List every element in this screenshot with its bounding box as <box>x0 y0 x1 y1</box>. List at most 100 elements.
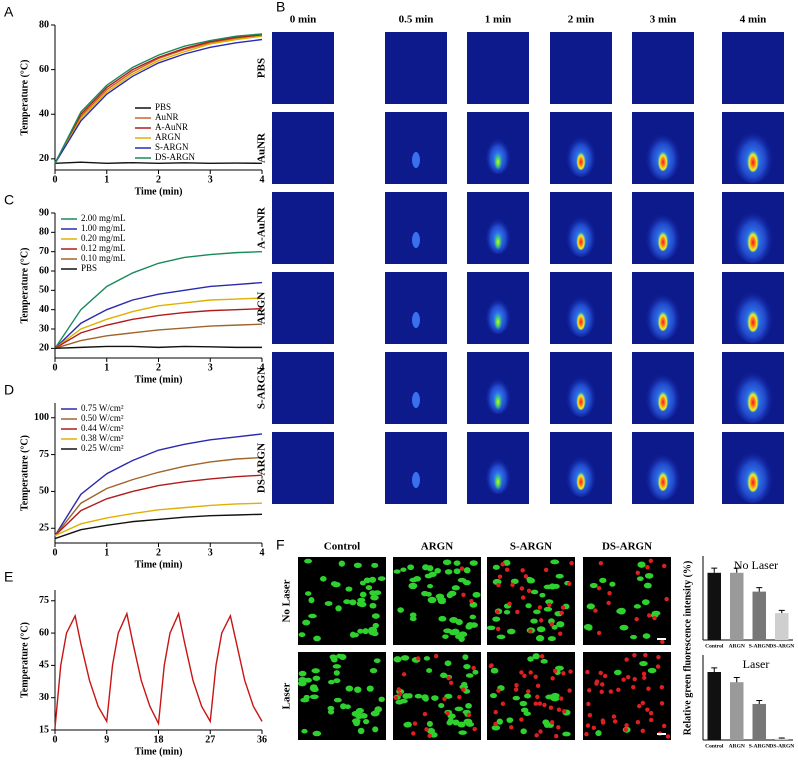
legend-label: 0.10 mg/mL <box>81 253 126 263</box>
hot-spot <box>747 468 759 492</box>
dead-cell <box>533 674 538 680</box>
live-cell <box>636 576 644 582</box>
thermal-image <box>385 352 447 424</box>
x-tick-label: 3 <box>208 362 213 373</box>
live-cell <box>463 664 471 670</box>
dead-cell <box>660 639 665 645</box>
dead-cell <box>569 560 574 566</box>
live-cell <box>524 693 532 699</box>
live-cell <box>532 653 540 660</box>
row-label: PBS <box>256 58 268 78</box>
live-cell <box>506 717 514 723</box>
dead-cell <box>534 733 539 738</box>
x-tick-label: 0 <box>53 362 58 373</box>
live-cell <box>421 694 429 701</box>
y-tick-label: 60 <box>39 627 49 638</box>
live-cell <box>442 559 452 566</box>
live-cell <box>423 656 431 661</box>
dead-cell <box>397 691 403 697</box>
x-tick-label: 1 <box>104 174 109 185</box>
dead-cell <box>598 670 603 676</box>
dead-cell <box>422 711 428 717</box>
legend-label: 0.12 mg/mL <box>81 243 126 253</box>
dead-cell <box>500 562 505 567</box>
dead-cell <box>513 687 519 692</box>
line <box>54 345 262 350</box>
bar <box>730 682 744 740</box>
live-cell <box>462 654 469 661</box>
dead-cell <box>539 654 545 659</box>
live-cell <box>369 602 377 609</box>
live-cell <box>536 626 546 633</box>
live-cell <box>547 636 556 642</box>
live-cell <box>343 599 351 605</box>
live-cell <box>586 603 595 610</box>
dead-cell <box>648 710 654 716</box>
dead-cell <box>523 574 529 579</box>
x-tick-label: Control <box>705 643 724 649</box>
hot-spot <box>493 231 503 249</box>
live-cell <box>366 685 374 692</box>
cell-image <box>583 557 671 645</box>
dead-cell <box>568 669 573 674</box>
dead-cell <box>537 605 543 610</box>
live-cell <box>434 567 442 574</box>
legend-label: 0.75 W/cm² <box>81 403 124 413</box>
live-cell <box>407 564 415 571</box>
dead-cell <box>631 685 636 690</box>
dead-cell <box>528 628 533 634</box>
dead-cell <box>640 728 645 733</box>
dead-cell <box>542 702 547 708</box>
live-cell <box>302 619 311 626</box>
live-cell <box>520 728 527 735</box>
dead-cell <box>535 694 540 700</box>
x-tick-label: ARGN <box>729 743 745 749</box>
row-label: DS-ARGN <box>256 443 268 493</box>
dead-cell <box>591 725 597 731</box>
hot-spot <box>657 309 669 331</box>
line <box>54 35 263 164</box>
live-cell <box>427 583 434 589</box>
dead-cell <box>616 687 621 693</box>
live-cell <box>404 721 412 727</box>
hot-spot <box>657 389 669 411</box>
hot-spot <box>493 311 503 329</box>
live-cell <box>431 695 439 701</box>
dead-cell <box>593 608 598 613</box>
live-cell <box>312 675 321 681</box>
dead-cell <box>445 711 450 716</box>
row-label: ARGN <box>256 292 268 324</box>
x-axis-label: Time (min) <box>135 746 183 757</box>
y-axis-label: Temperature (°C) <box>19 60 30 136</box>
live-cell <box>642 633 651 639</box>
dead-cell <box>412 721 418 726</box>
live-cell <box>309 685 319 692</box>
dead-cell <box>547 602 552 608</box>
live-cell <box>422 564 430 571</box>
live-cell <box>304 558 313 564</box>
legend-label: DS-ARGN <box>155 152 196 162</box>
live-cell <box>340 703 347 710</box>
live-cell <box>298 670 307 677</box>
dead-cell <box>649 717 654 723</box>
live-cell <box>363 577 371 584</box>
dead-cell <box>600 682 605 687</box>
y-tick-label: 40 <box>39 304 49 315</box>
thermal-image <box>385 32 447 104</box>
dead-cell <box>537 701 543 706</box>
thermal-image <box>467 32 529 104</box>
dead-cell <box>600 718 606 723</box>
y-tick-label: 15 <box>39 724 49 735</box>
thermal-image <box>272 32 334 104</box>
dead-cell <box>646 613 652 618</box>
live-cell <box>492 564 500 570</box>
column-header: 3 min <box>650 14 677 26</box>
live-cell <box>345 586 353 592</box>
x-tick-label: 27 <box>205 734 215 745</box>
thermal-image <box>385 192 447 264</box>
dead-cell <box>606 600 611 606</box>
live-cell <box>330 656 338 663</box>
x-tick-label: 36 <box>257 734 267 745</box>
annotation: No Laser <box>734 558 778 572</box>
live-cell <box>351 718 361 724</box>
